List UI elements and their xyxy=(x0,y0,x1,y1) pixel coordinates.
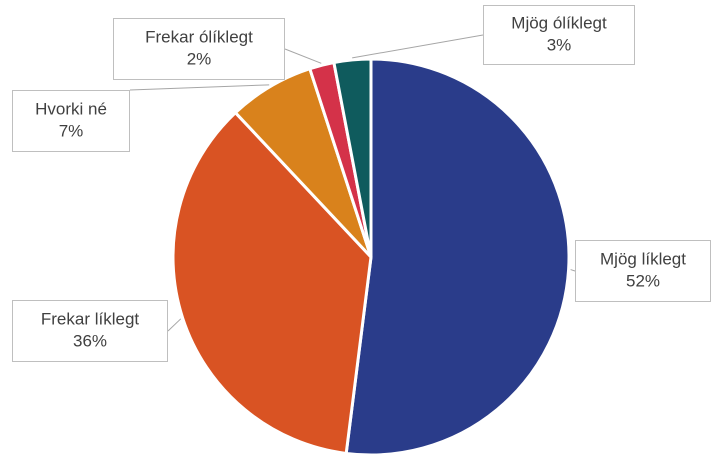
label-box xyxy=(483,5,635,65)
category-label: Frekar líklegt xyxy=(41,309,140,328)
category-label: Mjög líklegt xyxy=(600,249,686,268)
value-label: 2% xyxy=(187,49,212,68)
pie-slice xyxy=(332,57,373,258)
pie-slice xyxy=(171,110,373,455)
value-label: 36% xyxy=(73,331,107,350)
pie-slice xyxy=(344,57,571,455)
value-label: 52% xyxy=(626,271,660,290)
leader-line xyxy=(129,84,270,91)
label-box xyxy=(12,90,130,152)
leader-line xyxy=(352,34,484,59)
label-box xyxy=(113,18,285,80)
category-label: Frekar ólíklegt xyxy=(145,27,253,46)
label-box xyxy=(12,300,168,362)
label-box xyxy=(575,240,711,302)
value-label: 7% xyxy=(59,121,84,140)
leader-line xyxy=(167,318,182,332)
category-label: Mjög ólíklegt xyxy=(511,13,607,32)
category-label: Hvorki né xyxy=(35,99,107,118)
leader-line xyxy=(570,269,576,272)
value-label: 3% xyxy=(547,35,572,54)
leader-line xyxy=(284,48,322,64)
